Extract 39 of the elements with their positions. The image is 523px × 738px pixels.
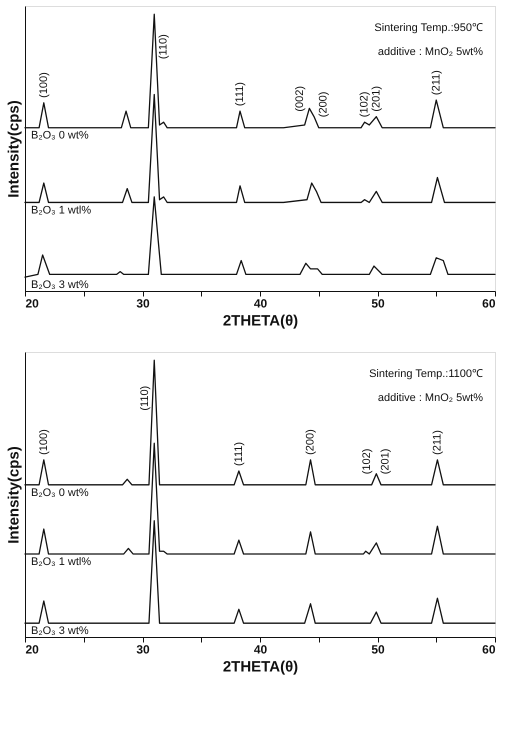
annotation: (100) xyxy=(38,72,50,98)
annotation: (100) xyxy=(38,429,50,455)
series-label: B₂O₃ 1 wtl% xyxy=(31,556,92,568)
annotation: (102) xyxy=(360,448,373,474)
annotation: additive : MnO₂ 5wt% xyxy=(378,46,484,58)
series-label: B₂O₃ 0 wt% xyxy=(31,130,89,142)
series-label: B₂O₃ 3 wt% xyxy=(31,279,89,292)
annotation: (111) xyxy=(234,82,246,106)
annotation: (200) xyxy=(317,92,330,118)
annotation: additive : MnO₂ 5wt% xyxy=(378,392,484,404)
series-label: B₂O₃ 3 wt% xyxy=(31,625,89,638)
annotation: (211) xyxy=(430,70,442,96)
y-axis-title: Intensity(cps) xyxy=(6,100,22,198)
annotation: (201) xyxy=(370,86,382,112)
x-tick-label: 50 xyxy=(371,642,385,656)
x-tick-label: 50 xyxy=(371,296,385,310)
annotation: Sintering Temp.:1100℃ xyxy=(369,368,483,380)
x-tick-label: 60 xyxy=(482,296,496,310)
annotation: (201) xyxy=(380,448,392,474)
annotation: (111) xyxy=(232,442,245,466)
annotation: (110) xyxy=(158,34,170,60)
x-tick-label: 60 xyxy=(482,642,496,656)
annotation: (002) xyxy=(294,86,306,112)
annotation: (102) xyxy=(358,92,371,118)
x-tick-label: 20 xyxy=(26,642,40,656)
x-tick-label: 40 xyxy=(254,296,268,310)
annotation: (200) xyxy=(304,429,317,455)
y-axis-title: Intensity(cps) xyxy=(6,446,22,544)
x-tick-label: 30 xyxy=(136,642,150,656)
x-tick-label: 40 xyxy=(254,642,268,656)
series-label: B₂O₃ 1 wtl% xyxy=(31,204,92,216)
x-axis-title: 2THETA(θ) xyxy=(222,658,298,676)
x-tick-label: 30 xyxy=(136,296,150,310)
annotation: (211) xyxy=(431,430,444,455)
series-label: B₂O₃ 0 wt% xyxy=(31,486,89,499)
x-axis-title: 2THETA(θ) xyxy=(222,312,298,330)
x-tick-label: 20 xyxy=(26,296,40,310)
annotation: Sintering Temp.:950℃ xyxy=(374,22,483,34)
annotation: (110) xyxy=(138,386,151,411)
